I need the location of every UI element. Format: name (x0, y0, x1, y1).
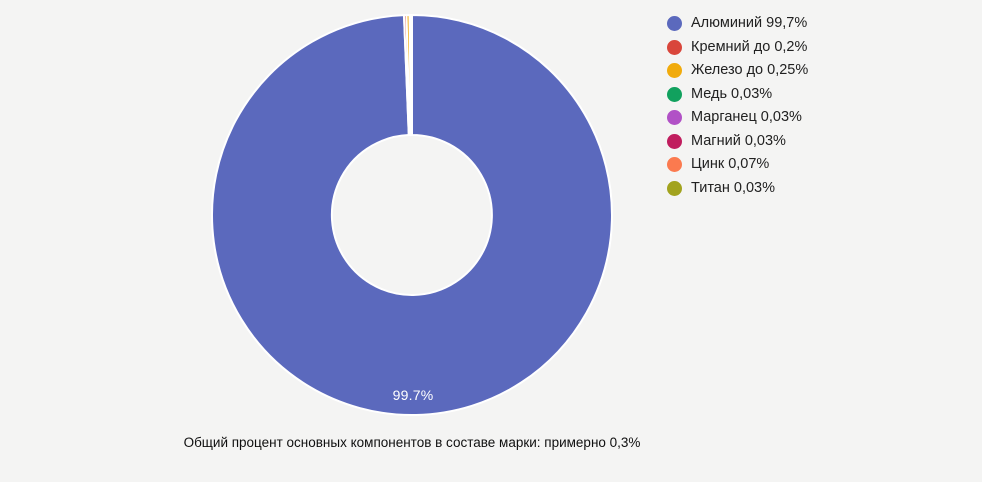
pie-slice-0[interactable] (210, 13, 613, 416)
legend-item[interactable]: Титан 0,03% (667, 179, 808, 196)
slice-value-label: 99.7% (392, 387, 434, 403)
legend-item[interactable]: Кремний до 0,2% (667, 38, 808, 55)
legend-swatch-icon (667, 86, 682, 102)
legend-item[interactable]: Магний 0,03% (667, 132, 808, 149)
legend-label: Марганец 0,03% (691, 109, 802, 125)
legend-item[interactable]: Железо до 0,25% (667, 63, 808, 78)
legend-swatch-icon (667, 39, 682, 55)
legend-label: Магний 0,03% (691, 132, 786, 149)
legend-swatch-icon (667, 63, 682, 78)
legend-swatch-icon (667, 133, 682, 149)
legend-swatch-icon (667, 157, 682, 172)
legend-label: Кремний до 0,2% (691, 38, 808, 55)
legend-label: Железо до 0,25% (691, 62, 809, 78)
legend: Алюминий 99,7% Кремний до 0,2% Железо до… (667, 16, 808, 204)
legend-label: Алюминий 99,7% (691, 15, 808, 31)
legend-swatch-icon (667, 180, 682, 196)
legend-label: Медь 0,03% (691, 85, 773, 102)
chart-caption: Общий процент основных компонентов в сос… (183, 435, 641, 450)
legend-swatch-icon (667, 16, 682, 31)
legend-swatch-icon (667, 110, 682, 125)
legend-item[interactable]: Марганец 0,03% (667, 110, 808, 125)
legend-item[interactable]: Цинк 0,07% (667, 157, 808, 172)
legend-item[interactable]: Медь 0,03% (667, 85, 808, 102)
legend-item[interactable]: Алюминий 99,7% (667, 16, 808, 31)
legend-label: Титан 0,03% (691, 179, 776, 196)
legend-label: Цинк 0,07% (691, 156, 770, 172)
